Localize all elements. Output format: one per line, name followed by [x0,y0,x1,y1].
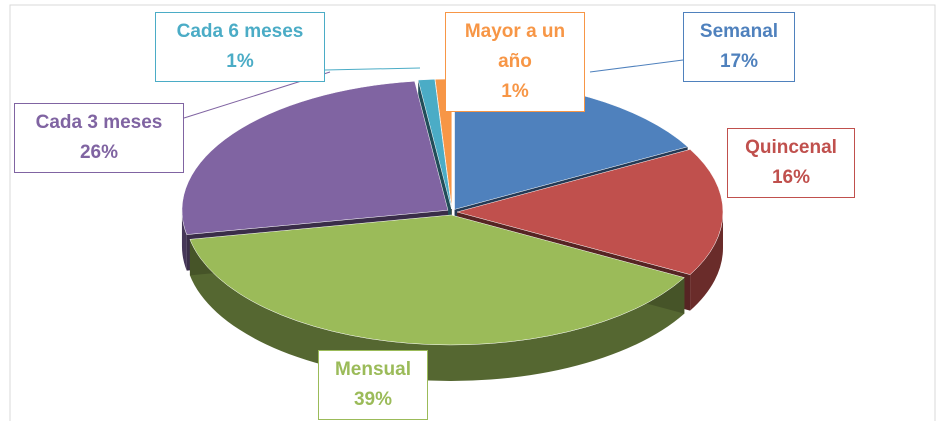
slice-side [181,210,187,271]
slice-top [189,214,685,346]
value-label: 39% [353,389,393,410]
data-label: Cada 3 meses 26% [14,103,184,173]
slice-top [456,149,724,275]
data-label: Mensual 39% [318,350,428,420]
slice-side [690,212,723,311]
category-label: Mayor a un año [464,21,566,72]
data-label: Mayor a un año 1% [445,12,585,112]
data-label: Semanal 17% [683,12,795,82]
slice [189,214,685,381]
category-label: Quincenal [745,137,837,158]
data-label: Cada 6 meses 1% [155,12,325,82]
value-label: 16% [771,167,811,188]
category-label: Semanal [699,21,779,42]
value-label: 17% [719,51,759,72]
category-label: Cada 6 meses [176,21,304,42]
value-label: 26% [79,142,119,163]
leader-line [324,67,421,71]
value-label: 1% [226,51,254,72]
leader-line [589,59,684,73]
category-label: Cada 3 meses [35,112,163,133]
data-label: Quincenal 16% [727,128,855,198]
slice-side [189,239,685,381]
chart-frame [9,4,936,421]
value-label: 1% [501,81,529,102]
slice-top [181,80,449,235]
category-label: Mensual [334,359,412,380]
slice-top [417,79,452,210]
